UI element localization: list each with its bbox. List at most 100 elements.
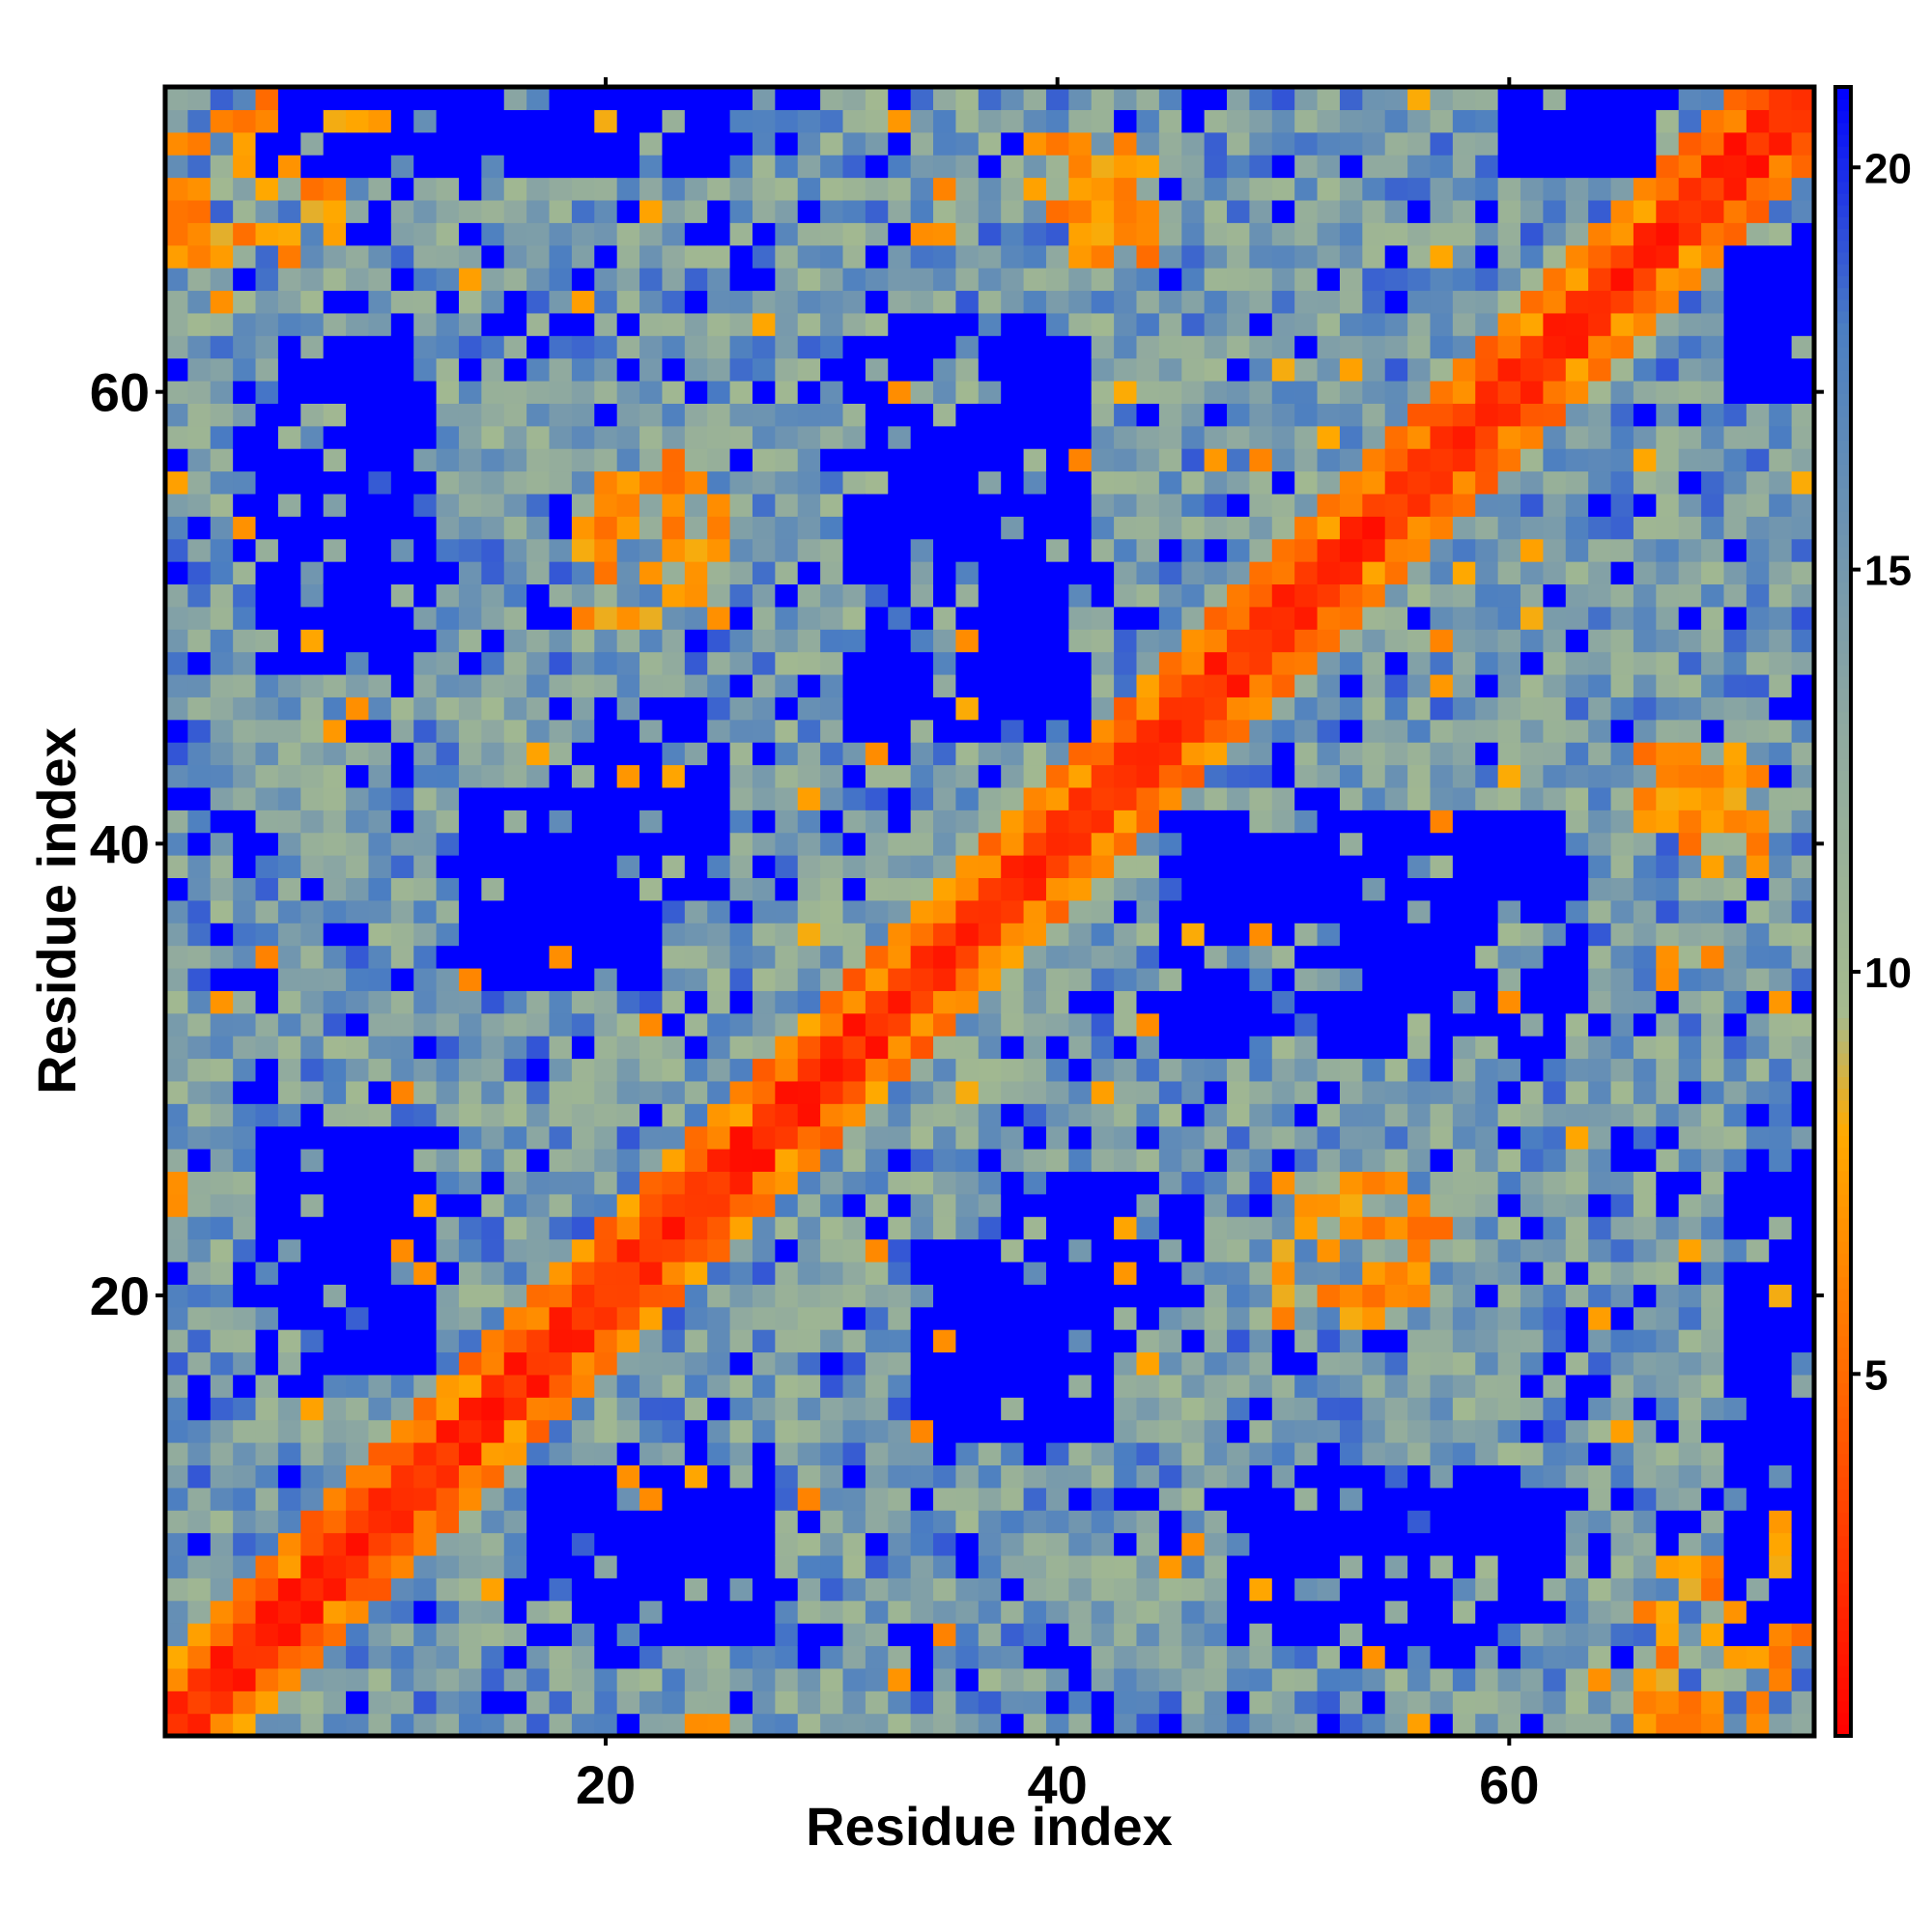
heatmap-cell bbox=[277, 493, 301, 517]
heatmap-cell bbox=[1452, 1171, 1476, 1195]
heatmap-cell bbox=[1339, 1419, 1363, 1443]
heatmap-cell bbox=[910, 357, 934, 382]
heatmap-cell bbox=[752, 335, 776, 359]
heatmap-cell bbox=[1294, 1216, 1319, 1240]
heatmap-cell bbox=[1181, 87, 1206, 110]
heatmap-cell bbox=[1678, 1419, 1702, 1443]
heatmap-cell bbox=[797, 696, 821, 721]
heatmap-cell bbox=[1452, 786, 1476, 810]
heatmap-cell bbox=[233, 1036, 257, 1060]
heatmap-cell bbox=[526, 1623, 551, 1647]
heatmap-cell bbox=[187, 1487, 212, 1511]
heatmap-cell bbox=[233, 719, 257, 743]
heatmap-cell bbox=[1136, 855, 1160, 879]
heatmap-cell bbox=[1271, 1261, 1295, 1285]
heatmap-cell bbox=[481, 1149, 505, 1173]
heatmap-cell bbox=[210, 244, 234, 269]
heatmap-cell bbox=[1678, 87, 1702, 110]
heatmap-cell bbox=[277, 855, 301, 879]
heatmap-cell bbox=[1136, 155, 1160, 179]
heatmap-cell bbox=[662, 448, 686, 472]
heatmap-cell bbox=[571, 1487, 595, 1511]
heatmap-cell bbox=[233, 1554, 257, 1578]
heatmap-cell bbox=[1271, 606, 1295, 630]
heatmap-cell bbox=[978, 1510, 1002, 1534]
heatmap-cell bbox=[1249, 199, 1273, 223]
heatmap-cell bbox=[1520, 87, 1544, 110]
heatmap-cell bbox=[752, 561, 776, 585]
heatmap-cell bbox=[1701, 1306, 1725, 1330]
heatmap-cell bbox=[1588, 312, 1612, 336]
heatmap-cell bbox=[820, 923, 844, 947]
heatmap-cell bbox=[1475, 357, 1499, 382]
heatmap-cell bbox=[277, 899, 301, 923]
heatmap-cell bbox=[368, 606, 392, 630]
heatmap-cell bbox=[842, 1080, 867, 1104]
heatmap-cell bbox=[413, 268, 438, 292]
heatmap-cell bbox=[910, 1397, 934, 1421]
heatmap-cell bbox=[300, 1645, 325, 1669]
heatmap-cell bbox=[1158, 855, 1182, 879]
heatmap-cell bbox=[888, 696, 912, 721]
heatmap-cell bbox=[1610, 1149, 1634, 1173]
heatmap-cell bbox=[1158, 1171, 1182, 1195]
heatmap-cell bbox=[1678, 1329, 1702, 1353]
heatmap-cell bbox=[1181, 199, 1206, 223]
heatmap-cell bbox=[775, 1667, 799, 1691]
heatmap-cell bbox=[865, 1397, 889, 1421]
heatmap-cell bbox=[255, 764, 279, 788]
heatmap-cell bbox=[436, 629, 460, 653]
heatmap-cell bbox=[752, 268, 776, 292]
heatmap-cell bbox=[187, 538, 212, 562]
heatmap-cell bbox=[616, 87, 640, 110]
heatmap-cell bbox=[1497, 1645, 1521, 1669]
heatmap-cell bbox=[165, 832, 188, 856]
heatmap-cell bbox=[1565, 1554, 1589, 1578]
heatmap-cell bbox=[955, 583, 980, 608]
heatmap-cell bbox=[165, 583, 188, 608]
heatmap-cell bbox=[390, 742, 414, 766]
heatmap-cell bbox=[616, 380, 640, 404]
heatmap-cell bbox=[323, 1532, 347, 1556]
heatmap-cell bbox=[1136, 1510, 1160, 1534]
heatmap-cell bbox=[842, 1690, 867, 1715]
heatmap-cell bbox=[187, 1306, 212, 1330]
heatmap-cell bbox=[616, 673, 640, 697]
heatmap-cell bbox=[233, 606, 257, 630]
heatmap-cell bbox=[165, 470, 188, 495]
heatmap-cell bbox=[277, 1284, 301, 1308]
heatmap-cell bbox=[594, 131, 618, 156]
heatmap-cell bbox=[955, 1419, 980, 1443]
heatmap-cell bbox=[1181, 606, 1206, 630]
heatmap-cell bbox=[526, 651, 551, 675]
heatmap-cell bbox=[1271, 470, 1295, 495]
heatmap-cell bbox=[1249, 448, 1273, 472]
heatmap-cell bbox=[300, 1238, 325, 1263]
heatmap-cell bbox=[1001, 1351, 1025, 1376]
heatmap-cell bbox=[1543, 832, 1567, 856]
heatmap-cell bbox=[1317, 1600, 1341, 1624]
heatmap-cell bbox=[775, 1374, 799, 1398]
heatmap-cell bbox=[187, 312, 212, 336]
heatmap-cell bbox=[1227, 177, 1251, 201]
heatmap-cell bbox=[684, 1374, 708, 1398]
heatmap-cell bbox=[1678, 742, 1702, 766]
heatmap-cell bbox=[955, 1125, 980, 1150]
heatmap-cell bbox=[616, 1149, 640, 1173]
heatmap-cell bbox=[1520, 1690, 1544, 1715]
heatmap-cell bbox=[1068, 1577, 1093, 1602]
heatmap-cell bbox=[1249, 1419, 1273, 1443]
heatmap-cell bbox=[165, 764, 188, 788]
heatmap-cell bbox=[1181, 561, 1206, 585]
heatmap-cell bbox=[1656, 1284, 1680, 1308]
heatmap-cell bbox=[1158, 877, 1182, 901]
heatmap-cell bbox=[729, 629, 753, 653]
heatmap-cell bbox=[910, 1623, 934, 1647]
heatmap-cell bbox=[1407, 923, 1432, 947]
heatmap-cell bbox=[594, 673, 618, 697]
heatmap-cell bbox=[1114, 1261, 1138, 1285]
heatmap-cell bbox=[1227, 810, 1251, 834]
heatmap-cell bbox=[1384, 629, 1408, 653]
heatmap-cell bbox=[1181, 1149, 1206, 1173]
heatmap-cell bbox=[277, 606, 301, 630]
